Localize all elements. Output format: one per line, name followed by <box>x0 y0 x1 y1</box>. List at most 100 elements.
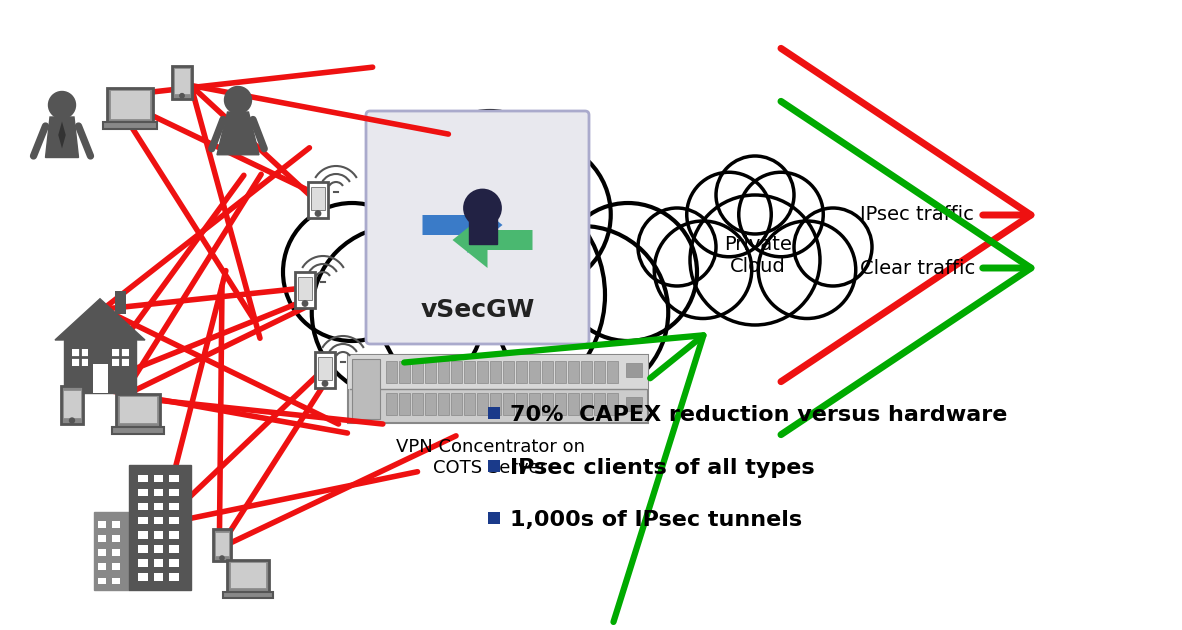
FancyBboxPatch shape <box>426 393 436 415</box>
FancyBboxPatch shape <box>608 361 618 383</box>
Circle shape <box>180 93 184 98</box>
FancyBboxPatch shape <box>138 530 148 539</box>
FancyBboxPatch shape <box>138 489 148 496</box>
FancyBboxPatch shape <box>154 573 163 581</box>
FancyBboxPatch shape <box>488 407 500 419</box>
FancyBboxPatch shape <box>316 352 335 388</box>
FancyBboxPatch shape <box>465 361 475 383</box>
Circle shape <box>282 203 421 341</box>
FancyBboxPatch shape <box>98 549 106 556</box>
Circle shape <box>316 211 320 216</box>
FancyBboxPatch shape <box>569 393 579 415</box>
Circle shape <box>794 208 872 286</box>
FancyBboxPatch shape <box>517 393 527 415</box>
FancyBboxPatch shape <box>64 389 80 418</box>
FancyBboxPatch shape <box>98 522 106 527</box>
FancyBboxPatch shape <box>169 503 178 510</box>
FancyBboxPatch shape <box>426 361 436 383</box>
FancyBboxPatch shape <box>154 545 163 553</box>
FancyBboxPatch shape <box>112 349 129 365</box>
Circle shape <box>225 86 252 113</box>
Text: Private
Cloud: Private Cloud <box>725 234 792 275</box>
FancyBboxPatch shape <box>504 393 514 415</box>
FancyBboxPatch shape <box>488 512 500 524</box>
FancyBboxPatch shape <box>174 68 189 93</box>
FancyBboxPatch shape <box>103 122 157 129</box>
FancyBboxPatch shape <box>309 182 327 218</box>
FancyBboxPatch shape <box>530 393 540 415</box>
FancyBboxPatch shape <box>98 563 106 570</box>
Circle shape <box>465 190 500 226</box>
FancyBboxPatch shape <box>413 393 423 415</box>
Circle shape <box>220 556 225 560</box>
FancyBboxPatch shape <box>154 559 163 566</box>
Text: Clear traffic: Clear traffic <box>860 258 975 277</box>
FancyBboxPatch shape <box>112 563 121 570</box>
Polygon shape <box>217 112 259 155</box>
FancyBboxPatch shape <box>129 465 191 590</box>
FancyBboxPatch shape <box>138 573 148 581</box>
Circle shape <box>638 208 716 286</box>
FancyBboxPatch shape <box>298 277 312 300</box>
FancyBboxPatch shape <box>98 536 106 542</box>
FancyBboxPatch shape <box>387 361 397 383</box>
FancyBboxPatch shape <box>92 364 108 392</box>
FancyBboxPatch shape <box>119 396 157 423</box>
Circle shape <box>461 140 611 289</box>
Text: 70%  CAPEX reduction versus hardware: 70% CAPEX reduction versus hardware <box>509 405 1007 425</box>
Text: vSecGW: vSecGW <box>421 298 534 322</box>
FancyBboxPatch shape <box>400 393 410 415</box>
FancyBboxPatch shape <box>169 489 178 496</box>
FancyBboxPatch shape <box>556 393 566 415</box>
FancyBboxPatch shape <box>223 592 273 598</box>
FancyBboxPatch shape <box>452 361 462 383</box>
FancyBboxPatch shape <box>71 349 87 365</box>
FancyBboxPatch shape <box>169 573 178 581</box>
FancyBboxPatch shape <box>93 512 129 590</box>
FancyBboxPatch shape <box>517 361 527 383</box>
Text: IPsec traffic: IPsec traffic <box>860 205 974 224</box>
Text: 1,000s of IPsec tunnels: 1,000s of IPsec tunnels <box>509 510 803 530</box>
FancyBboxPatch shape <box>439 361 449 383</box>
FancyBboxPatch shape <box>468 218 496 244</box>
FancyBboxPatch shape <box>138 503 148 510</box>
Circle shape <box>739 172 823 257</box>
FancyBboxPatch shape <box>530 361 540 383</box>
FancyBboxPatch shape <box>318 357 332 380</box>
Circle shape <box>369 140 519 289</box>
FancyBboxPatch shape <box>112 549 121 556</box>
FancyBboxPatch shape <box>608 393 618 415</box>
Polygon shape <box>56 299 145 340</box>
FancyBboxPatch shape <box>366 111 589 344</box>
FancyBboxPatch shape <box>296 272 314 308</box>
FancyBboxPatch shape <box>439 393 449 415</box>
Circle shape <box>690 195 820 325</box>
Polygon shape <box>58 122 66 149</box>
FancyBboxPatch shape <box>106 88 152 122</box>
Polygon shape <box>45 117 78 158</box>
FancyBboxPatch shape <box>452 393 462 415</box>
Circle shape <box>323 381 327 386</box>
FancyBboxPatch shape <box>154 503 163 510</box>
FancyBboxPatch shape <box>491 393 501 415</box>
Circle shape <box>687 172 771 257</box>
FancyBboxPatch shape <box>138 474 148 483</box>
FancyBboxPatch shape <box>595 393 605 415</box>
FancyBboxPatch shape <box>138 545 148 553</box>
FancyBboxPatch shape <box>60 386 83 423</box>
FancyBboxPatch shape <box>626 397 642 411</box>
FancyBboxPatch shape <box>138 517 148 525</box>
Circle shape <box>495 226 668 399</box>
Circle shape <box>716 156 794 234</box>
FancyBboxPatch shape <box>491 361 501 383</box>
FancyBboxPatch shape <box>478 393 488 415</box>
FancyBboxPatch shape <box>582 393 592 415</box>
Circle shape <box>312 226 485 399</box>
Circle shape <box>375 180 605 410</box>
FancyBboxPatch shape <box>138 559 148 566</box>
FancyBboxPatch shape <box>98 578 106 584</box>
Circle shape <box>421 111 559 249</box>
FancyBboxPatch shape <box>169 474 178 483</box>
FancyBboxPatch shape <box>348 355 648 389</box>
FancyBboxPatch shape <box>169 559 178 566</box>
